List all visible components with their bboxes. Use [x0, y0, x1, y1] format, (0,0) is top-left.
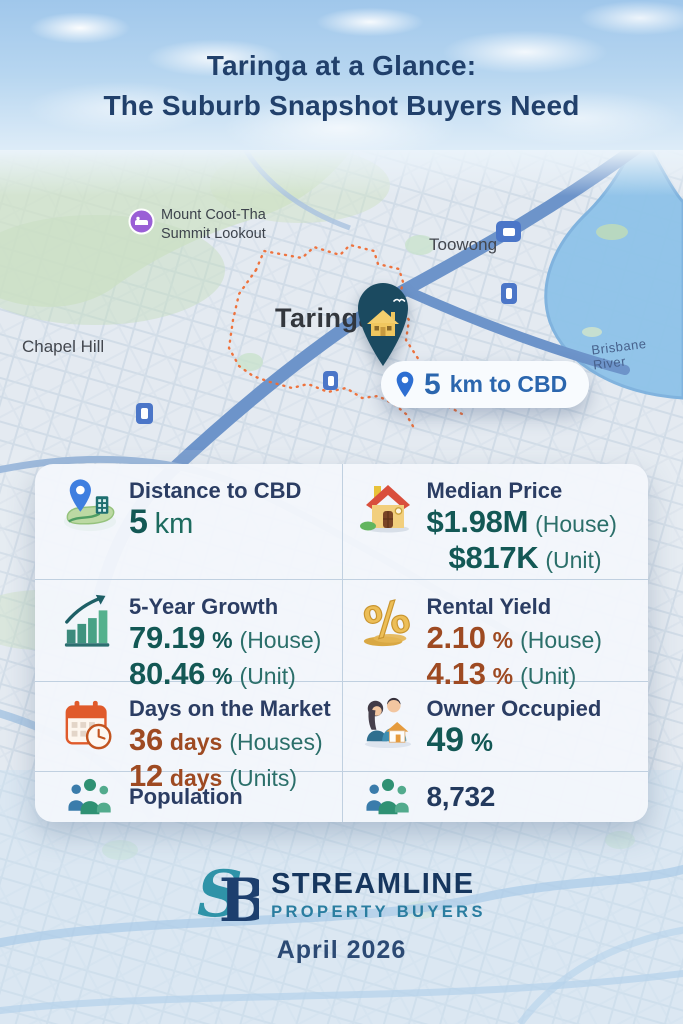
brand-line2: PROPERTY BUYERS [271, 903, 486, 921]
streamline-logo-monogram: S B [197, 857, 259, 934]
stat-unit: days [169, 729, 223, 755]
stat-value: 2.10 [426, 620, 486, 655]
calendar-clock-icon [59, 695, 121, 753]
brand-name: STREAMLINE PROPERTY BUYERS [271, 868, 486, 922]
stat-label: Distance to CBD [129, 478, 302, 503]
stat-qualifier: (House) [520, 627, 602, 653]
stat-value: 4.13 [426, 656, 486, 691]
stat-qualifier: (House) [239, 627, 322, 653]
percent-coins-icon: % [357, 593, 419, 649]
badge-distance-text: km to CBD [449, 371, 568, 397]
stat-value: 12 [129, 758, 163, 793]
page-title-line1: Taringa at a Glance: [206, 50, 477, 81]
stat-value: 49 [426, 721, 465, 759]
map-label-lookout: Mount Coot-Tha Summit Lookout [161, 206, 266, 244]
distance-badge: 5 km to CBD [381, 361, 590, 408]
page-title: Taringa at a Glance: The Suburb Snapshot… [0, 46, 683, 126]
stat-qualifier: (Unit) [520, 663, 577, 689]
svg-text:S: S [197, 857, 243, 932]
map-pin-icon [59, 477, 121, 533]
stat-value: 36 [129, 722, 163, 757]
stat-unit: % [212, 663, 233, 689]
stat-population-label: Population [35, 772, 342, 822]
shopping-poi-icon [496, 221, 521, 242]
house-location-pin-icon [358, 283, 408, 366]
stat-unit: % [492, 663, 514, 689]
streamline-logo: S B STREAMLINE PROPERTY BUYERS [197, 856, 486, 934]
stat-qualifier: (House) [535, 511, 617, 537]
family-house-icon [357, 695, 419, 749]
stats-card: Distance to CBD 5 km [35, 464, 648, 822]
sky-background [0, 0, 683, 178]
stat-value: 8,732 [426, 781, 496, 812]
stat-label: Owner Occupied [426, 696, 602, 721]
stat-label: Median Price [426, 478, 563, 503]
stat-value: 80.46 [129, 656, 206, 691]
stat-days-on-market: Days on the Market 36 days (Houses) 12 d… [35, 682, 342, 793]
stat-5-year-growth: 5-Year Growth 79.19% (House) 80.46% (Uni… [35, 580, 342, 691]
stat-value: $817K [448, 540, 539, 575]
stat-qualifier: (Unit) [239, 663, 296, 689]
lookout-poi-icon [128, 208, 155, 240]
stat-qualifier: (Units) [229, 765, 298, 791]
stat-value: 79.19 [129, 620, 206, 655]
lookout-line1: Mount Coot-Tha [161, 207, 266, 223]
svg-text:%: % [360, 593, 415, 649]
stat-value: $1.98M [426, 504, 529, 539]
stat-qualifier: (Unit) [545, 547, 602, 573]
map-label-taringa: Taringa [275, 303, 375, 333]
stat-label: Days on the Market [129, 696, 331, 721]
stat-distance-to-cbd: Distance to CBD 5 km [35, 464, 342, 580]
stat-label: Rental Yield [426, 594, 552, 619]
people-group-icon [357, 776, 419, 818]
stat-unit: % [470, 729, 493, 757]
house-icon [357, 477, 419, 533]
motorway-shield-icon [323, 371, 338, 390]
stat-label: Population [129, 784, 243, 809]
stat-population-value: 8,732 [341, 772, 649, 822]
people-group-icon [59, 776, 121, 818]
stat-owner-occupied: Owner Occupied 49% [341, 682, 648, 772]
svg-text:B: B [219, 865, 259, 934]
stat-unit: km [154, 508, 194, 540]
transit-poi-icon [501, 283, 517, 304]
growth-chart-icon [59, 593, 121, 649]
stat-median-price: Median Price $1.98M (House) $817K (Unit) [341, 464, 648, 580]
location-pin-icon [396, 371, 414, 397]
report-date: April 2026 [276, 936, 407, 964]
stat-label: 5-Year Growth [129, 594, 279, 619]
motorway-shield-icon [136, 403, 153, 424]
stat-qualifier: (Houses) [229, 729, 323, 755]
map-label-chapel-hill: Chapel Hill [22, 337, 105, 356]
lookout-line2: Summit Lookout [161, 226, 266, 242]
stat-rental-yield: % Rental Yield 2.10% (House) 4.13% (Unit… [341, 580, 648, 691]
stat-value: 5 [129, 503, 148, 541]
badge-distance-value: 5 [424, 367, 441, 401]
stat-unit: % [492, 627, 514, 653]
footer: S B STREAMLINE PROPERTY BUYERS April 202… [0, 856, 683, 965]
brand-line1: STREAMLINE [271, 868, 475, 900]
map-label-toowong: Toowong [429, 235, 498, 254]
page-title-line2: The Suburb Snapshot Buyers Need [103, 90, 580, 121]
stat-unit: % [212, 627, 233, 653]
stat-unit: days [169, 765, 223, 791]
